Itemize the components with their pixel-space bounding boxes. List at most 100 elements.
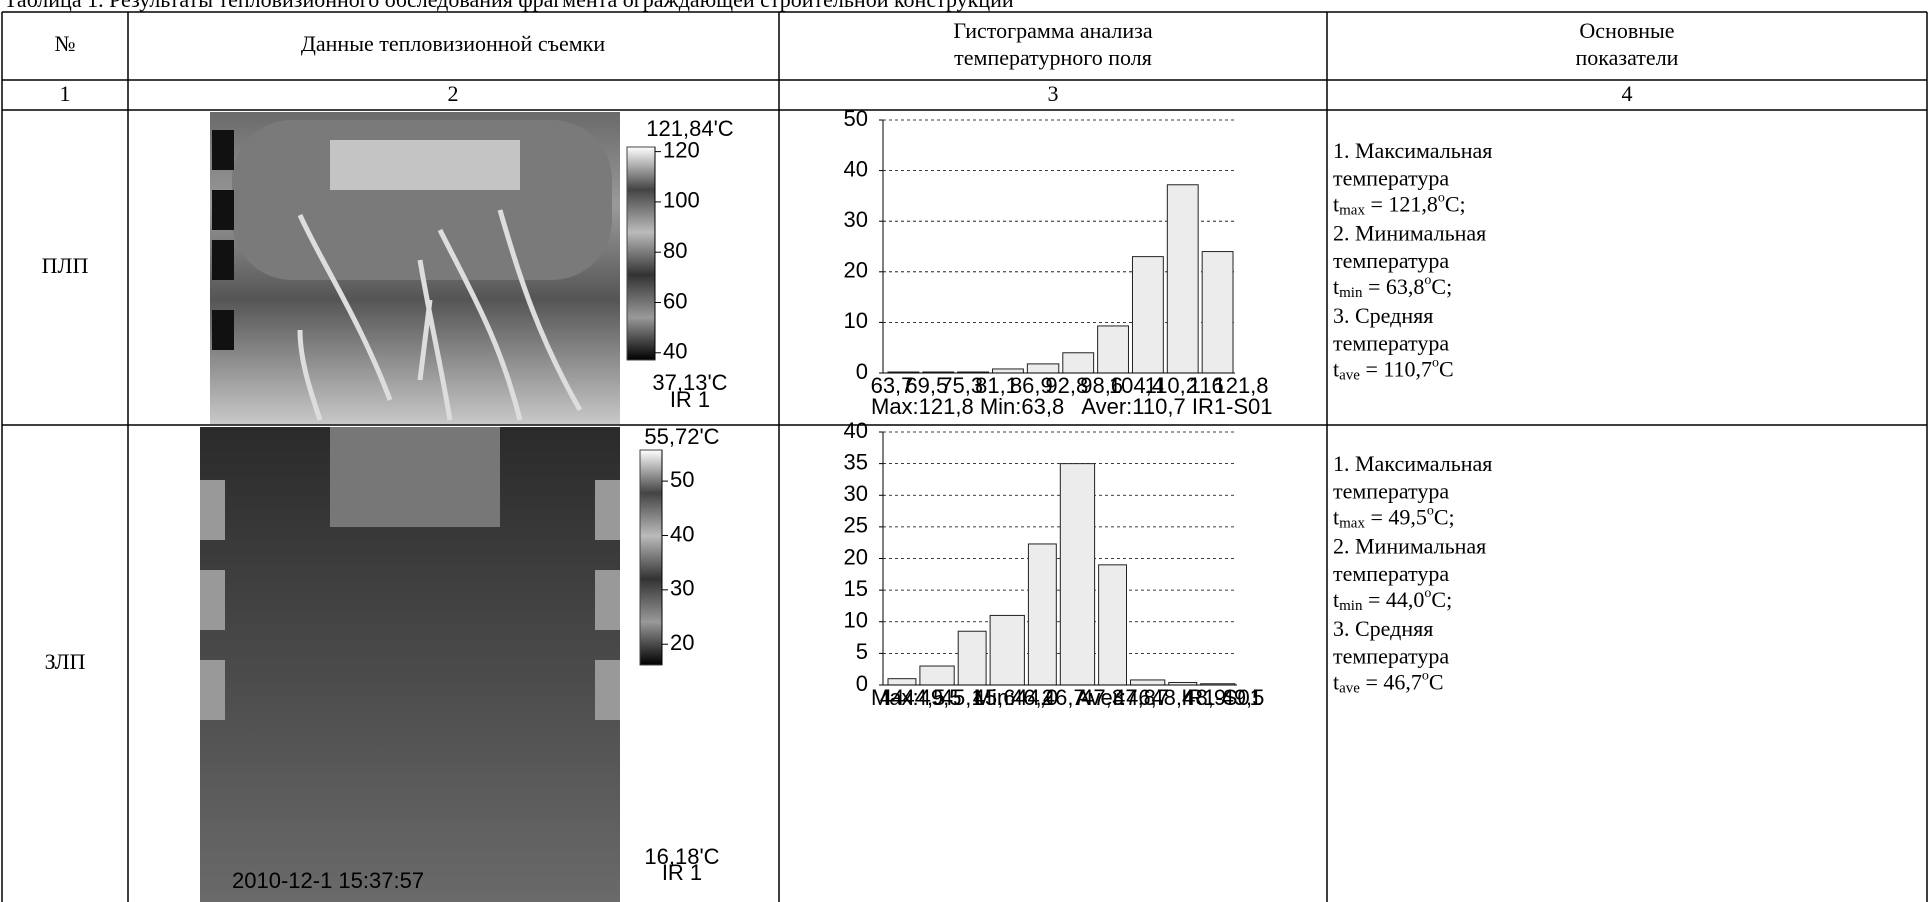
y-tick-label: 15 [844,576,868,601]
indicator-symbol: t [1333,670,1339,695]
y-tick-label: 0 [856,671,868,696]
sensor-label: IR 1 [662,860,702,885]
indicator-eq: = 46,7 [1360,670,1422,695]
indicator-title: 2. Минимальная [1333,221,1486,246]
thermal-image-1 [210,112,656,424]
bar [1166,184,1199,374]
bin-label: 75,3 [940,373,983,398]
indicator-eq: = 49,5 [1365,505,1427,530]
indicator-eq: = 44,0 [1362,587,1424,612]
indicator-title: 1. Максимальная [1333,138,1492,163]
indicator-value: tmin = 63,8oC; [1333,273,1452,301]
y-tick-label: 20 [844,544,868,569]
bar [1026,363,1060,374]
scale-min: 16,18'C [644,844,719,869]
scale-min: 37,13'C [652,370,727,395]
indicator-unit: C; [1431,587,1452,612]
indicator-title: 3. Средняя [1333,303,1433,328]
indicator-title: 3. Средняя [1333,616,1433,641]
indicator-title: 1. Максимальная [1333,451,1492,476]
header-cell: Данные тепловизионной съемки [301,31,605,56]
row-name: ПЛП [42,253,89,278]
indicator-sup: o [1438,191,1445,206]
indicator-symbol: t [1333,587,1339,612]
indicator-symbol: t [1333,505,1339,530]
indicator-sub: min [1339,598,1363,614]
bin-label: 44,5 [902,685,945,710]
header-cell: № [55,31,76,56]
bin-label: 110,2 [1145,373,1198,398]
indicator-value: tave = 110,7oC [1333,356,1454,384]
bin-label: 69,5 [905,373,948,398]
histogram-footer: Max:49,5 Min:44,0 Aver:46,7 IR1-S01 [871,685,1262,710]
bin-label: 46,7 [1043,685,1086,710]
indicator-word: температура [1333,166,1449,191]
bar [1097,325,1129,374]
scale-tick-label: 100 [663,188,700,213]
indicator-value: tmax = 121,8oC; [1333,191,1466,219]
y-tick-label: 10 [844,308,868,333]
scale-max: 55,72'C [644,424,719,449]
bin-label: 98,6 [1080,373,1123,398]
scale-tick-label: 30 [670,576,694,601]
indicator-unit: C; [1434,505,1455,530]
scale-tick-label: 50 [670,467,694,492]
column-number: 1 [60,81,71,106]
indicator-title: 2. Минимальная [1333,534,1486,559]
bin-label: 121,8 [1213,373,1268,398]
indicator-symbol: t [1333,192,1339,217]
bar [1059,463,1096,686]
indicator-word: температура [1333,561,1449,586]
bin-label: 47,8 [1113,685,1156,710]
sensor-label: IR 1 [670,387,710,412]
bin-label: 44 [880,685,904,710]
indicator-value: tmin = 44,0oC; [1333,586,1452,614]
indicator-value: tmax = 49,5oC; [1333,504,1455,532]
y-tick-label: 20 [844,258,868,283]
indicator-symbol: t [1333,357,1339,382]
indicator-eq: = 110,7 [1360,357,1432,382]
scale-tick-label: 80 [663,238,687,263]
indicator-word: температура [1333,331,1449,356]
bin-label: 63,7 [871,373,914,398]
indicator-unit: C; [1445,192,1466,217]
bin-label: 104,4 [1109,373,1164,398]
indicator-sup: o [1424,586,1431,601]
y-tick-label: 30 [844,481,868,506]
indicator-sup: o [1422,669,1429,684]
y-tick-label: 40 [844,418,868,443]
indicator-unit: C [1439,357,1454,382]
bar [1027,543,1057,686]
scale-max: 121,84'C [646,116,733,141]
scale-tick-label: 40 [663,339,687,364]
bin-label: 86,9 [1010,373,1053,398]
y-tick-label: 35 [844,449,868,474]
y-tick-label: 0 [856,359,868,384]
indicator-sub: max [1339,203,1365,219]
bin-label: 45,1 [941,685,984,710]
y-tick-label: 5 [856,639,868,664]
indicator-sup: o [1424,273,1431,288]
y-tick-label: 40 [844,156,868,181]
y-tick-label: 10 [844,608,868,633]
bar [1098,564,1128,686]
column-number: 3 [1048,81,1059,106]
bar [1062,352,1095,374]
indicator-sup: o [1427,504,1434,519]
scale-tick-label: 40 [670,521,694,546]
indicator-eq: = 121,8 [1365,192,1438,217]
bin-label: 46,2 [1011,685,1054,710]
header-cell: Гистограмма анализа [953,18,1152,43]
y-tick-label: 25 [844,513,868,538]
scale-tick-label: 20 [670,630,694,655]
indicator-value: tave = 46,7oC [1333,669,1444,697]
indicator-symbol: t [1333,274,1339,299]
indicator-eq: = 63,8 [1362,274,1424,299]
bin-label: 81,1 [975,373,1018,398]
bar [1201,251,1234,374]
indicator-sub: min [1339,285,1363,301]
bin-label: 92,8 [1045,373,1088,398]
scale-tick-label: 60 [663,288,687,313]
scale-tick-label: 120 [663,137,700,162]
indicator-unit: C; [1431,274,1452,299]
